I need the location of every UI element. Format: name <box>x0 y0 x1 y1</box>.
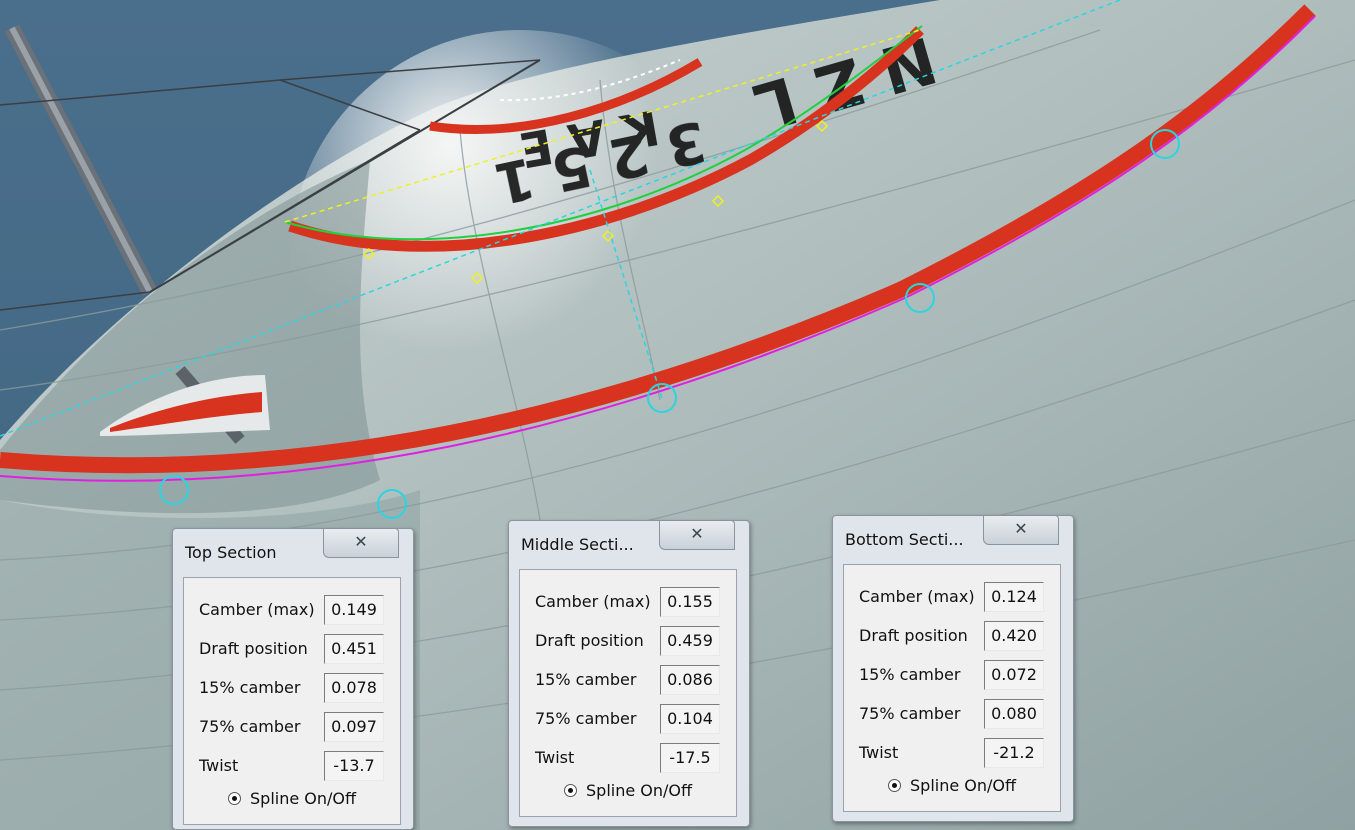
top-draft-stripe <box>429 58 703 134</box>
draft-position-value: 0.451 <box>324 634 384 664</box>
spline-control-points <box>159 129 1180 519</box>
sail-shadow <box>0 160 380 514</box>
bottom-spline <box>0 15 1316 482</box>
draft-position-row: Draft position 0.451 <box>184 633 400 664</box>
row-label: Twist <box>199 756 239 775</box>
draft-position-row: Draft position 0.459 <box>520 625 736 656</box>
twist-row: Twist -13.7 <box>184 750 400 781</box>
panel-title: Bottom Secti... <box>845 530 964 549</box>
row-label: Camber (max) <box>859 587 975 606</box>
middle-section-panel: Middle Secti... ✕ Camber (max) 0.155 Dra… <box>508 520 750 827</box>
radio-dot <box>892 783 897 788</box>
row-label: Camber (max) <box>199 600 315 619</box>
camber-75-value: 0.080 <box>984 699 1044 729</box>
row-label: Twist <box>535 748 575 767</box>
twist-value: -21.2 <box>984 738 1044 768</box>
twist-value: -17.5 <box>660 743 720 773</box>
row-label: Draft position <box>535 631 644 650</box>
camber-75-value: 0.104 <box>660 704 720 734</box>
camber-max-row: Camber (max) 0.124 <box>844 581 1060 612</box>
chord-lines <box>0 0 1121 437</box>
middle-spline <box>284 25 923 241</box>
bottom-section-panel: Bottom Secti... ✕ Camber (max) 0.124 Dra… <box>832 515 1074 822</box>
radio-dot <box>568 788 573 793</box>
row-label: 15% camber <box>535 670 637 689</box>
spline-label: Spline On/Off <box>910 776 1017 795</box>
camber-15-row: 15% camber 0.086 <box>520 664 736 695</box>
close-button[interactable]: ✕ <box>659 520 735 550</box>
camber-15-row: 15% camber 0.072 <box>844 659 1060 690</box>
spline-label: Spline On/Off <box>586 781 693 800</box>
row-label: 75% camber <box>199 717 301 736</box>
camber-max-row: Camber (max) 0.149 <box>184 594 400 625</box>
row-label: 15% camber <box>199 678 301 697</box>
camber-15-value: 0.078 <box>324 673 384 703</box>
close-button[interactable]: ✕ <box>983 515 1059 545</box>
close-icon: ✕ <box>690 524 704 543</box>
row-label: Twist <box>859 743 899 762</box>
twist-value: -13.7 <box>324 751 384 781</box>
close-icon: ✕ <box>1014 519 1028 538</box>
draft-markers <box>362 119 829 285</box>
draft-position-row: Draft position 0.420 <box>844 620 1060 651</box>
camber-15-row: 15% camber 0.078 <box>184 672 400 703</box>
panel-body: Camber (max) 0.149 Draft position 0.451 … <box>183 577 401 825</box>
row-label: Draft position <box>859 626 968 645</box>
spline-radio[interactable] <box>564 784 577 797</box>
middle-draft-stripe <box>288 26 924 252</box>
panel-body: Camber (max) 0.124 Draft position 0.420 … <box>843 564 1061 812</box>
camber-max-value: 0.149 <box>324 595 384 625</box>
panel-body: Camber (max) 0.155 Draft position 0.459 … <box>519 569 737 817</box>
row-label: 75% camber <box>859 704 961 723</box>
twist-row: Twist -21.2 <box>844 737 1060 768</box>
row-label: 15% camber <box>859 665 961 684</box>
bottom-draft-stripe <box>0 4 1316 474</box>
row-label: Camber (max) <box>535 592 651 611</box>
top-section-panel: Top Section ✕ Camber (max) 0.149 Draft p… <box>172 528 414 830</box>
camber-75-row: 75% camber 0.104 <box>520 703 736 734</box>
camber-75-row: 75% camber 0.080 <box>844 698 1060 729</box>
camber-75-row: 75% camber 0.097 <box>184 711 400 742</box>
top-chord <box>499 59 681 102</box>
draft-position-value: 0.459 <box>660 626 720 656</box>
row-label: Draft position <box>199 639 308 658</box>
sun-highlight <box>290 30 750 490</box>
camber-max-value: 0.155 <box>660 587 720 617</box>
row-label: 75% camber <box>535 709 637 728</box>
panel-title: Top Section <box>185 543 277 562</box>
spline-radio[interactable] <box>228 792 241 805</box>
radio-dot <box>232 796 237 801</box>
close-icon: ✕ <box>354 532 368 551</box>
camber-75-value: 0.097 <box>324 712 384 742</box>
spline-radio[interactable] <box>888 779 901 792</box>
twist-row: Twist -17.5 <box>520 742 736 773</box>
close-button[interactable]: ✕ <box>323 528 399 558</box>
camber-15-value: 0.072 <box>984 660 1044 690</box>
camber-max-row: Camber (max) 0.155 <box>520 586 736 617</box>
spreader-patch-stripe <box>110 392 262 432</box>
panel-title: Middle Secti... <box>521 535 634 554</box>
draft-position-value: 0.420 <box>984 621 1044 651</box>
camber-max-value: 0.124 <box>984 582 1044 612</box>
spline-label: Spline On/Off <box>250 789 357 808</box>
camber-15-value: 0.086 <box>660 665 720 695</box>
